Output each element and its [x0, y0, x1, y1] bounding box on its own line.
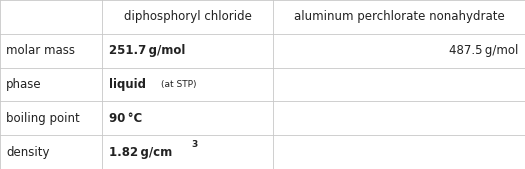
Text: 90 °C: 90 °C: [109, 112, 142, 125]
Text: phase: phase: [6, 78, 42, 91]
Text: 487.5 g/mol: 487.5 g/mol: [449, 44, 519, 57]
Text: boiling point: boiling point: [6, 112, 80, 125]
Text: diphosphoryl chloride: diphosphoryl chloride: [124, 10, 251, 23]
Text: (at STP): (at STP): [161, 80, 196, 89]
Text: density: density: [6, 146, 50, 159]
Text: aluminum perchlorate nonahydrate: aluminum perchlorate nonahydrate: [293, 10, 505, 23]
Text: molar mass: molar mass: [6, 44, 75, 57]
Text: liquid: liquid: [109, 78, 145, 91]
Text: 3: 3: [191, 140, 197, 149]
Text: 251.7 g/mol: 251.7 g/mol: [109, 44, 185, 57]
Text: 1.82 g/cm: 1.82 g/cm: [109, 146, 172, 159]
